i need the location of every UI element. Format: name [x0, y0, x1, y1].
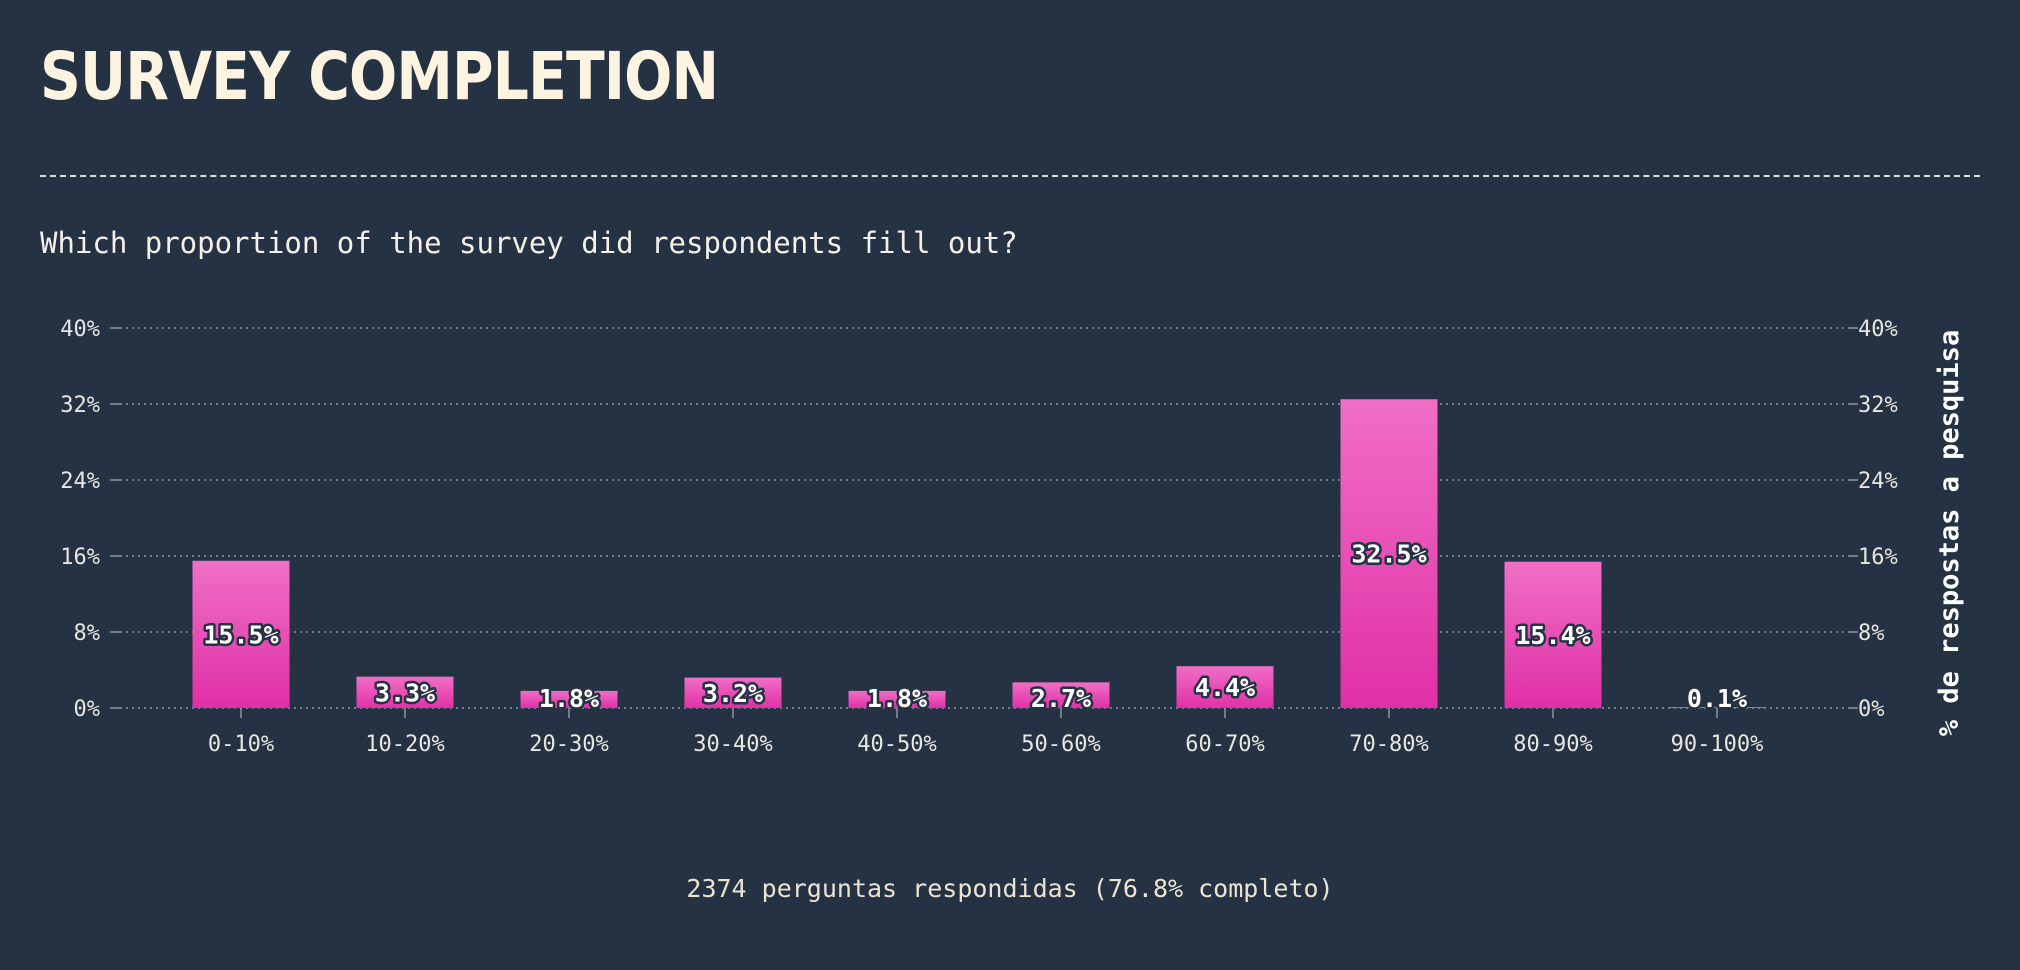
- y-tick-label-left: 0%: [74, 697, 101, 722]
- bar-chart: 15.5%3.3% 1.8% 3.2% 1.8% 2.7% 4.4%32.5%15.4%0…: [60, 317, 1965, 757]
- x-tick-label: 90-100%: [1671, 732, 1764, 757]
- bar: [192, 560, 290, 708]
- title-divider: [40, 175, 1980, 177]
- chart-subtitle: Which proportion of the survey did respo…: [40, 226, 1018, 260]
- bar: [1176, 666, 1274, 708]
- bar-value-label: 32.5%: [1351, 540, 1426, 569]
- bars: [192, 399, 1766, 708]
- bar: [848, 690, 946, 708]
- y-tick-label-right: 16%: [1858, 545, 1898, 570]
- bar-value-label: 3.3%: [375, 678, 435, 707]
- chart-footer: 2374 perguntas respondidas (76.8% comple…: [686, 874, 1334, 903]
- y-tick-label-left: 24%: [60, 469, 100, 494]
- y-tick-label-left: 32%: [60, 393, 100, 418]
- x-tick-label: 40-50%: [857, 732, 936, 757]
- axes: 0% 0% 8% 8% 16% 16% 24% 24% 32% 32% 40% 40% 0-10% 10-…: [60, 317, 1965, 757]
- bar-value-label: 3.2%: [703, 679, 763, 708]
- y-tick-label-left: 8%: [74, 621, 101, 646]
- x-tick-label: 50-60%: [1021, 732, 1100, 757]
- y-tick-label-right: 0%: [1858, 697, 1885, 722]
- y-tick-label-right: 8%: [1858, 621, 1885, 646]
- bar: [1668, 707, 1766, 708]
- bar: [1012, 682, 1110, 708]
- x-tick-label: 20-30%: [529, 732, 608, 757]
- x-tick-label: 30-40%: [693, 732, 772, 757]
- bar-value-label: 15.4%: [1515, 621, 1590, 650]
- y-tick-label-right: 24%: [1858, 469, 1898, 494]
- x-tick-label: 10-20%: [365, 732, 444, 757]
- y-tick-label-right: 32%: [1858, 393, 1898, 418]
- bar: [356, 676, 454, 708]
- bar: [520, 690, 618, 708]
- bar-value-labels: 15.5%3.3% 1.8% 3.2% 1.8% 2.7% 4.4%32.5%15.4%0…: [201, 537, 1750, 715]
- y-tick-label-right: 40%: [1858, 317, 1898, 342]
- bar: [684, 677, 782, 708]
- x-tick-label: 70-80%: [1349, 732, 1428, 757]
- x-tick-label: 60-70%: [1185, 732, 1264, 757]
- bar-value-label: 15.5%: [203, 620, 278, 649]
- page-title: SURVEY COMPLETION: [40, 38, 719, 115]
- bar: [1340, 399, 1438, 708]
- bar: [1504, 561, 1602, 708]
- y-axis-label: % de respostas a pesquisa: [1934, 330, 1965, 736]
- bar-value-label: 4.4%: [1195, 673, 1255, 702]
- x-tick-label: 80-90%: [1513, 732, 1592, 757]
- y-tick-label-left: 16%: [60, 545, 100, 570]
- x-tick-label: 0-10%: [208, 732, 274, 757]
- y-tick-label-left: 40%: [60, 317, 100, 342]
